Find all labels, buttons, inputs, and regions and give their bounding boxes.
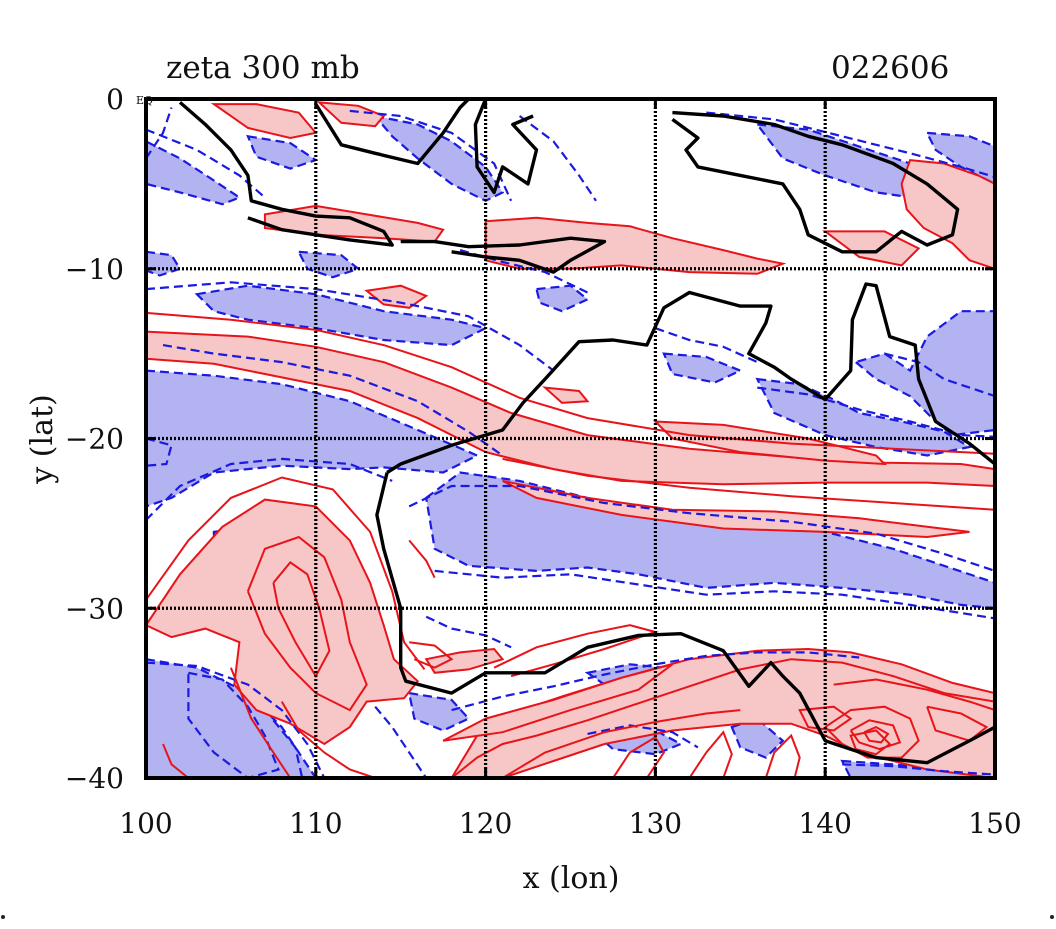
negative-vorticity-region <box>407 691 471 732</box>
negative-vorticity-region <box>662 352 744 384</box>
coastline <box>314 99 470 166</box>
positive-vorticity-contour <box>246 535 368 712</box>
positive-vorticity-contour <box>280 701 376 778</box>
positive-vorticity-contour <box>502 457 995 511</box>
positive-vorticity-region <box>822 230 921 267</box>
coastline <box>386 282 995 474</box>
coastline <box>375 472 995 765</box>
negative-vorticity-contour <box>146 661 326 778</box>
y-tick-label: −10 <box>65 253 124 286</box>
negative-vorticity-contour <box>451 651 860 712</box>
positive-vorticity-contour <box>612 735 666 778</box>
negative-vorticity-region <box>194 284 489 347</box>
negative-vorticity-contour <box>706 111 995 179</box>
negative-vorticity-region <box>146 140 242 206</box>
positive-vorticity-region <box>542 386 590 404</box>
y-tick-label: −40 <box>65 762 124 795</box>
negative-vorticity-contour <box>408 484 995 572</box>
negative-vorticity-region <box>146 250 182 277</box>
negative-vorticity-contour <box>587 724 699 749</box>
positive-vorticity-region <box>364 284 429 309</box>
positive-vorticity-contour <box>408 539 436 579</box>
positive-vorticity-region <box>210 103 318 140</box>
grid-layer <box>146 99 995 778</box>
negative-vorticity-contour <box>146 457 393 521</box>
negative-vorticity-region <box>535 284 590 313</box>
negative-vorticity-contour <box>272 719 304 778</box>
positive-vorticity-contour <box>688 730 733 778</box>
negative-vorticity-contour <box>757 386 995 438</box>
positive-vorticity-region <box>146 330 995 488</box>
negative-vorticity-region <box>372 114 505 203</box>
positive-vorticity-contour <box>409 641 454 669</box>
positive-vorticity-region <box>798 705 853 732</box>
negative-vorticity-contour <box>146 281 555 372</box>
vorticity-contour-layer <box>146 107 995 778</box>
negative-vorticity-region <box>425 471 995 610</box>
tick-label-layer: 100 110 120 130 140 150 0 −10 −20 −30 −40 <box>65 83 1022 840</box>
y-tick-label: 0 <box>106 83 124 116</box>
x-tick-label: 120 <box>459 807 512 840</box>
negative-vorticity-contour <box>146 107 173 160</box>
y-tick-label: −20 <box>65 423 124 456</box>
y-axis-label: y (lat) <box>25 394 60 484</box>
corner-dot <box>1 915 5 919</box>
positive-vorticity-region <box>424 647 505 674</box>
positive-vorticity-region <box>442 663 673 742</box>
positive-vorticity-contour <box>229 667 292 778</box>
figure-title: zeta 300 mb <box>166 50 360 86</box>
negative-vorticity-contour <box>434 569 995 620</box>
x-tick-label: 110 <box>289 807 342 840</box>
positive-vorticity-contour <box>926 705 989 742</box>
coastline <box>902 787 967 813</box>
vorticity-fill-layer <box>146 101 995 778</box>
positive-vorticity-region <box>146 498 420 746</box>
positive-vorticity-contour <box>272 561 331 679</box>
x-tick-label: 140 <box>798 807 851 840</box>
positive-vorticity-contour <box>146 311 995 455</box>
negative-vorticity-region <box>187 671 280 778</box>
x-tick-label: 150 <box>968 807 1021 840</box>
positive-vorticity-contour <box>833 678 995 712</box>
x-tick-label: 100 <box>119 807 172 840</box>
positive-vorticity-contour <box>162 743 190 778</box>
positive-vorticity-contour <box>849 719 902 751</box>
positive-vorticity-region <box>484 216 787 275</box>
figure-date-code: 022606 <box>831 50 950 86</box>
x-axis-label: x (lon) <box>523 861 620 896</box>
negative-vorticity-region <box>853 310 995 437</box>
negative-vorticity-contour <box>162 344 504 457</box>
negative-vorticity-contour <box>425 615 512 649</box>
y-tick-label: −30 <box>65 592 124 625</box>
negative-vorticity-region <box>296 250 361 279</box>
coastline <box>473 99 539 195</box>
negative-vorticity-region <box>146 437 173 467</box>
positive-vorticity-contour <box>450 658 995 778</box>
positive-vorticity-region <box>900 159 995 270</box>
coastline <box>671 110 960 254</box>
negative-vorticity-contour <box>655 327 758 364</box>
positive-vorticity-contour <box>863 725 890 744</box>
negative-vorticity-contour <box>518 115 597 202</box>
coastline <box>400 236 607 274</box>
negative-vorticity-region <box>925 131 995 186</box>
x-tick-label: 130 <box>629 807 682 840</box>
equator-marker: EQ <box>136 94 153 107</box>
corner-dot <box>1050 915 1054 919</box>
negative-vorticity-contour <box>842 763 995 776</box>
positive-vorticity-contour <box>764 733 801 778</box>
negative-vorticity-region <box>246 134 319 170</box>
negative-vorticity-contour <box>884 352 995 398</box>
positive-vorticity-region <box>502 479 970 539</box>
positive-vorticity-contour <box>502 709 741 778</box>
tick-layer <box>144 97 997 780</box>
negative-vorticity-contour <box>374 705 428 778</box>
positive-vorticity-region <box>316 101 386 128</box>
